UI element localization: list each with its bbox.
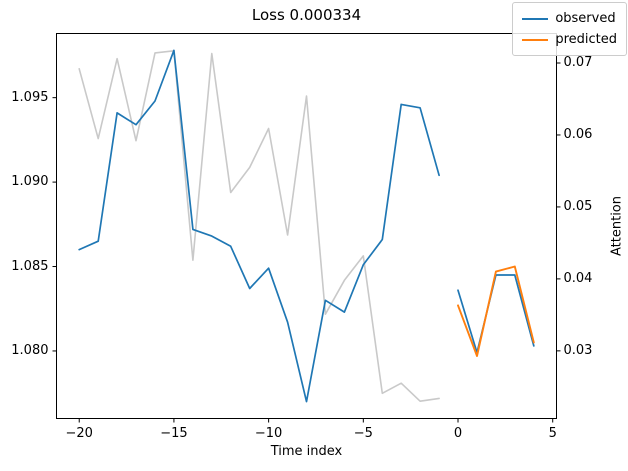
right-y-tick-label: 0.05 (563, 198, 593, 214)
left-y-tick-label: 1.095 (11, 89, 49, 105)
left-y-tick-label: 1.085 (11, 258, 49, 274)
axes-frame (56, 33, 557, 419)
series-predicted-line (457, 265, 535, 357)
x-tick-label: −10 (254, 425, 283, 441)
left-y-tick-label: 1.090 (11, 174, 49, 190)
right-y-tick-label: 0.07 (563, 55, 593, 70)
series-attention-line (78, 49, 440, 403)
legend-box: observed predicted (512, 2, 627, 56)
right-y-tick-label: 0.04 (563, 270, 593, 286)
left-y-tick-label: 1.080 (11, 342, 49, 358)
chart-title: Loss 0.000334 (251, 6, 362, 24)
x-axis-label: Time index (270, 444, 343, 459)
predicted-line-swatch (522, 38, 549, 41)
x-tick-label: −5 (353, 425, 373, 441)
observed-line-swatch (522, 17, 549, 20)
right-y-tick-label: 0.03 (563, 342, 593, 358)
x-tick-label: 0 (453, 425, 463, 441)
x-tick-label: −15 (160, 425, 188, 441)
legend-label-predicted: predicted (555, 32, 617, 47)
series-observed_future-line (457, 274, 535, 354)
x-tick-label: 5 (548, 425, 557, 441)
x-tick-label: −20 (65, 425, 93, 441)
legend-entry-observed: observed (522, 8, 617, 29)
right-y-tick-label: 0.06 (563, 126, 593, 142)
legend-label-observed: observed (555, 11, 616, 26)
right-y-axis-label: Attention (609, 196, 625, 256)
legend-entry-predicted: predicted (522, 29, 617, 50)
series-observed-line (78, 49, 440, 403)
